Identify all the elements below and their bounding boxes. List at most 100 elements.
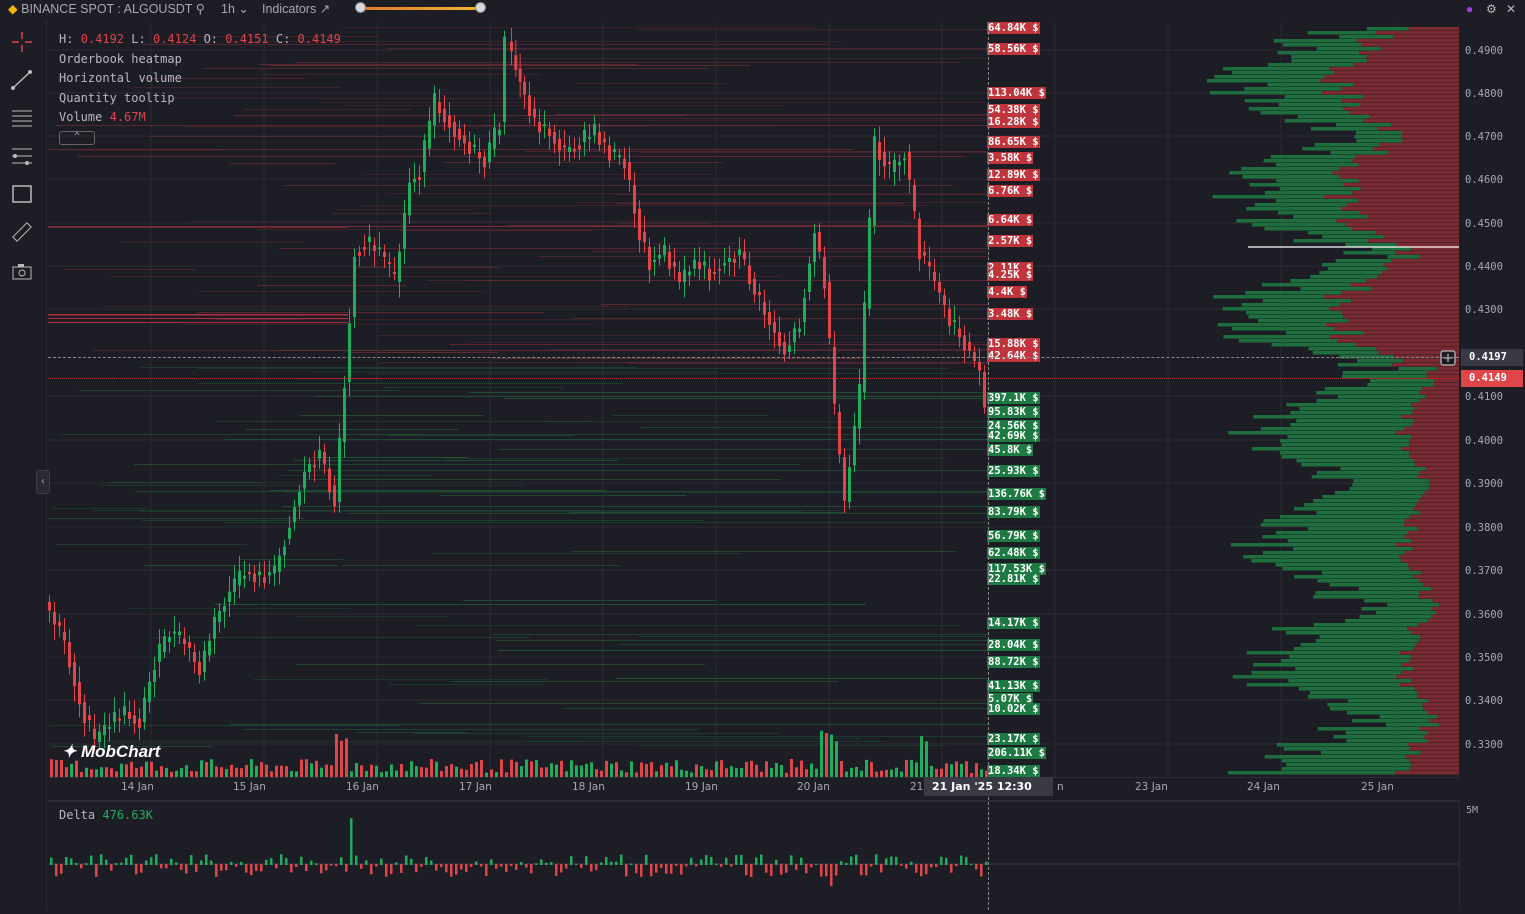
volume-profile-bid <box>1275 163 1359 167</box>
time-axis[interactable]: 14 Jan 15 Jan 16 Jan 17 Jan 18 Jan 19 Jan 20 J… <box>48 777 1459 798</box>
indicator-orderbook-heatmap[interactable]: Orderbook heatmap <box>59 51 182 66</box>
volume-profile-bid <box>1290 411 1413 415</box>
heatmap-band <box>369 373 988 374</box>
candle-body <box>113 712 116 722</box>
delta-bar <box>535 863 538 865</box>
price-tick-label: 0.4100 <box>1465 391 1503 403</box>
low-label: L: <box>131 32 146 46</box>
volume-bar <box>470 764 473 777</box>
ruler-icon[interactable] <box>10 220 34 244</box>
candle-body <box>553 132 556 144</box>
delta-bar <box>570 856 573 865</box>
volume-profile-bid <box>1300 643 1415 647</box>
volume-bar <box>700 766 703 777</box>
candle-body <box>593 124 596 136</box>
slider-handle-right[interactable] <box>475 2 486 13</box>
volume-bar <box>710 770 713 777</box>
indicator-quantity-tooltip[interactable]: Quantity tooltip <box>59 90 175 105</box>
volume-profile-bid <box>1347 711 1428 715</box>
camera-icon[interactable] <box>10 260 34 284</box>
collapse-sidebar-button[interactable]: ‹ <box>36 470 50 494</box>
fib-tool-icon[interactable] <box>10 144 34 168</box>
collapse-legend-button[interactable]: ⌃ <box>59 130 95 145</box>
delta-bar <box>105 859 108 865</box>
volume-profile-ask <box>1419 727 1459 731</box>
volume-profile-ask <box>1409 439 1459 443</box>
volume-profile-bid <box>1214 75 1325 79</box>
volume-bar <box>605 760 608 777</box>
volume-profile-ask <box>1386 267 1459 271</box>
delta-bar <box>915 864 918 873</box>
search-icon[interactable]: ⚲ <box>195 2 205 16</box>
candle-body <box>793 328 796 342</box>
volume-profile-ask <box>1355 343 1459 347</box>
price-tick-label: 0.4300 <box>1465 304 1503 316</box>
price-axis[interactable]: 0.4900 0.4800 0.4700 0.4600 0.4500 0.4400 0.43… <box>1459 22 1525 777</box>
crosshair-tool-icon[interactable] <box>10 30 34 54</box>
heatmap-band <box>357 434 988 435</box>
horizontal-lines-tool-icon[interactable] <box>10 106 34 130</box>
delta-bar <box>855 854 858 865</box>
volume-profile-ask <box>1341 99 1459 103</box>
timeframe-selector[interactable]: 1h ⌄ <box>221 1 249 16</box>
volume-profile-ask <box>1355 155 1459 159</box>
volume-profile-ask <box>1425 395 1459 399</box>
volume-bar <box>510 759 513 777</box>
indicator-volume[interactable]: Volume 4.67M <box>59 108 341 128</box>
candle-body <box>958 328 961 338</box>
price-chart[interactable] <box>48 22 1459 777</box>
delta-bar <box>270 858 273 865</box>
indicator-horizontal-volume[interactable]: Horizontal volume <box>59 71 182 85</box>
add-alert-icon[interactable] <box>1440 350 1456 366</box>
delta-bar <box>110 864 113 871</box>
candle-body <box>783 342 786 355</box>
candle-body <box>433 93 436 126</box>
slider-handle-left[interactable] <box>355 2 366 13</box>
volume-bar <box>550 763 553 777</box>
indicators-button[interactable]: Indicators ↗ <box>262 1 330 16</box>
time-tick-label: 24 Jan <box>1247 781 1280 793</box>
candle-body <box>563 145 566 148</box>
trend-line-tool-icon[interactable] <box>10 68 34 92</box>
status-dot-icon[interactable]: ● <box>1466 2 1474 16</box>
delta-bar <box>480 864 483 867</box>
candle-body <box>868 217 871 309</box>
heatmap-band <box>551 349 988 350</box>
candle-body <box>358 252 361 256</box>
heatmap-band <box>639 152 988 153</box>
heatmap-band <box>578 202 988 203</box>
symbol-selector[interactable]: ◆ BINANCE SPOT : ALGOUSDT ⚲ <box>8 1 205 16</box>
close-icon[interactable]: ✕ <box>1506 2 1517 16</box>
volume-profile-ask <box>1396 243 1459 247</box>
price-tick-label: 0.3600 <box>1465 609 1503 621</box>
volume-bar <box>705 769 708 777</box>
open-label: O: <box>203 32 219 46</box>
heatmap-band <box>312 457 468 458</box>
volume-bar <box>575 765 578 777</box>
candle-body <box>663 244 666 256</box>
heatmap-range-slider[interactable] <box>360 7 480 10</box>
heatmap-band <box>135 491 988 492</box>
ask-level-label: 15.88K $ <box>987 338 1040 350</box>
volume-bar <box>380 772 383 777</box>
volume-profile-bid <box>1251 559 1402 563</box>
rectangle-tool-icon[interactable] <box>10 182 34 206</box>
volume-bar <box>195 771 198 777</box>
bid-level-label: 18.34K $ <box>987 765 1040 777</box>
ask-level-label: 3.48K $ <box>987 308 1034 320</box>
volume-profile-ask <box>1431 615 1459 619</box>
volume-profile-bid <box>1253 415 1402 419</box>
volume-bar <box>240 768 243 777</box>
heatmap-band <box>617 203 903 204</box>
volume-bar <box>905 759 908 777</box>
candle-body <box>983 372 986 408</box>
heatmap-band <box>469 392 988 393</box>
bid-level-label: 83.79K $ <box>987 506 1040 518</box>
volume-bar <box>600 770 603 777</box>
gear-icon[interactable]: ⚙ <box>1486 2 1497 16</box>
delta-bar <box>515 864 518 870</box>
volume-profile-bid <box>1355 131 1403 135</box>
candle-body <box>583 129 586 142</box>
delta-pane[interactable] <box>48 800 1459 912</box>
volume-profile-ask <box>1412 411 1459 415</box>
